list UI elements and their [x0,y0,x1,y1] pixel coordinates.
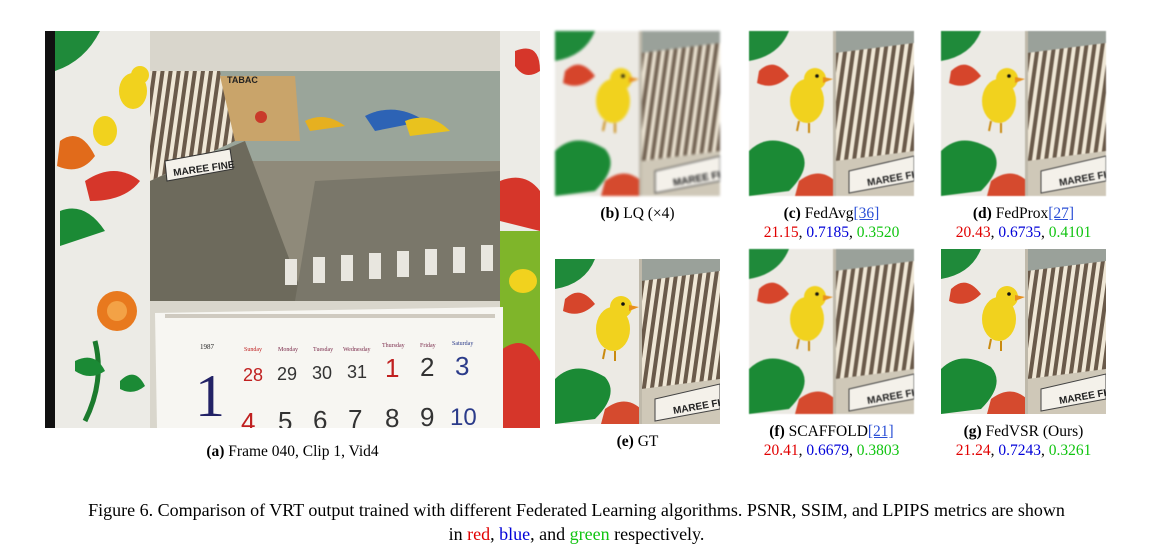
caption-g-psnr: 21.24 [955,442,991,459]
scaffold-crop-image [749,249,914,414]
caption-b-tag: (b) [600,205,620,222]
figure-caption-text: Comparison of VRT output trained with di… [157,500,1065,520]
caption-e-text: GT [637,433,659,450]
caption-d-ssim: 0.6735 [998,224,1041,241]
calendar-big-month: 1 [195,363,225,428]
caption-d: (d) FedProx[27] 20.43, 0.6735, 0.4101 [955,205,1092,241]
date-29: 29 [277,364,297,384]
date-1: 1 [385,353,399,383]
fedvsr-crop-image [941,249,1106,414]
day-saturday: Saturday [452,341,473,347]
caption-c-lpips: 0.3520 [856,224,900,241]
day-thursday: Thursday [382,343,405,349]
date-31: 31 [347,362,367,382]
caption-c: (c) FedAvg[36] 21.15, 0.7185, 0.3520 [763,205,900,241]
gt-crop-image [555,259,720,424]
caption-green-word: green [569,524,610,544]
caption-blue-word: blue [499,524,531,544]
day-monday: Monday [278,347,298,353]
caption-f-method: SCAFFOLD [788,423,868,440]
date-8: 8 [385,403,399,428]
caption-d-lpips: 0.4101 [1048,224,1092,241]
date-28: 28 [243,365,263,385]
caption-f-lpips: 0.3803 [856,442,900,459]
day-tuesday: Tuesday [313,347,333,353]
caption-d-method: FedProx [995,205,1049,222]
caption-a-text: Frame 040, Clip 1, Vid4 [228,443,379,460]
caption-g-ssim: 0.7243 [998,442,1041,459]
date-9: 9 [420,402,434,428]
caption-d-tag: (d) [972,205,992,222]
caption-c-ref[interactable]: [36] [853,205,880,222]
calendar-year: 1987 [200,343,215,351]
date-2: 2 [420,352,434,382]
day-sunday: Sunday [244,347,262,353]
caption-f-ssim: 0.6679 [806,442,849,459]
fedavg-crop-image [749,31,914,196]
figure-label: Figure 6. [88,500,154,520]
caption-e-tag: (e) [616,433,634,450]
date-6: 6 [313,405,327,428]
caption-in: in [448,524,463,544]
caption-g: (g) FedVSR (Ours) 21.24, 0.7243, 0.3261 [955,423,1092,459]
date-10: 10 [450,404,477,428]
caption-b: (b) LQ (×4) [555,204,720,223]
caption-f-ref[interactable]: [21] [867,423,894,440]
fedprox-crop-image [941,31,1106,196]
caption-g-lpips: 0.3261 [1048,442,1092,459]
caption-c-tag: (c) [783,205,801,222]
caption-d-ref[interactable]: [27] [1048,205,1075,222]
caption-a-tag: (a) [206,443,225,460]
tabac-sign-text: TABAC [227,75,258,85]
figure-caption: Figure 6. Comparison of VRT output train… [88,500,1065,544]
caption-f-psnr: 20.41 [763,442,799,459]
caption-f: (f) SCAFFOLD[21] 20.41, 0.6679, 0.3803 [763,423,900,459]
lq-crop-image [555,31,720,196]
date-4: 4 [241,407,255,428]
caption-tail: respectively. [614,524,705,544]
day-wednesday: Wednesday [343,347,371,353]
date-5: 5 [278,406,292,428]
caption-b-text: LQ (×4) [623,205,675,222]
caption-g-tag: (g) [963,423,982,440]
caption-d-psnr: 20.43 [955,224,991,241]
date-30: 30 [312,363,332,383]
caption-c-method: FedAvg [804,205,854,222]
caption-and: and [539,524,566,544]
date-7: 7 [348,404,362,428]
caption-g-method: FedVSR (Ours) [985,423,1084,440]
caption-e: (e) GT [555,432,720,451]
caption-red-word: red [467,524,491,544]
frame-image: MAREE FINE TABAC 1987 Sunday Monday Tues… [45,31,540,428]
caption-c-ssim: 0.7185 [806,224,849,241]
caption-c-psnr: 21.15 [763,224,799,241]
caption-f-tag: (f) [769,423,785,440]
caption-a: (a) Frame 040, Clip 1, Vid4 [45,442,540,461]
day-friday: Friday [420,343,436,349]
date-3: 3 [455,351,469,381]
